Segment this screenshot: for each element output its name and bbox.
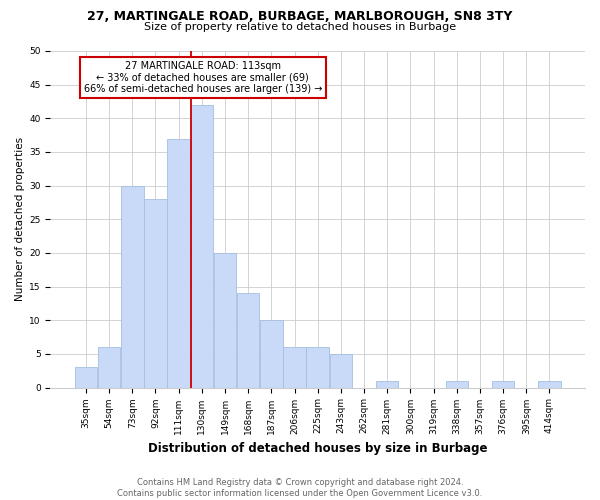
Bar — [446, 381, 468, 388]
Bar — [121, 186, 143, 388]
Bar — [167, 138, 190, 388]
Bar — [144, 199, 167, 388]
Text: 27, MARTINGALE ROAD, BURBAGE, MARLBOROUGH, SN8 3TY: 27, MARTINGALE ROAD, BURBAGE, MARLBOROUG… — [88, 10, 512, 23]
Bar — [492, 381, 514, 388]
Bar — [329, 354, 352, 388]
Bar — [237, 294, 259, 388]
Bar — [307, 347, 329, 388]
Bar — [376, 381, 398, 388]
Bar — [98, 347, 121, 388]
Text: 27 MARTINGALE ROAD: 113sqm
← 33% of detached houses are smaller (69)
66% of semi: 27 MARTINGALE ROAD: 113sqm ← 33% of deta… — [83, 61, 322, 94]
Text: Size of property relative to detached houses in Burbage: Size of property relative to detached ho… — [144, 22, 456, 32]
Y-axis label: Number of detached properties: Number of detached properties — [15, 137, 25, 302]
Bar — [283, 347, 306, 388]
X-axis label: Distribution of detached houses by size in Burbage: Distribution of detached houses by size … — [148, 442, 487, 455]
Bar — [214, 253, 236, 388]
Bar — [74, 368, 97, 388]
Bar — [260, 320, 283, 388]
Text: Contains HM Land Registry data © Crown copyright and database right 2024.
Contai: Contains HM Land Registry data © Crown c… — [118, 478, 482, 498]
Bar — [538, 381, 560, 388]
Bar — [191, 105, 213, 388]
